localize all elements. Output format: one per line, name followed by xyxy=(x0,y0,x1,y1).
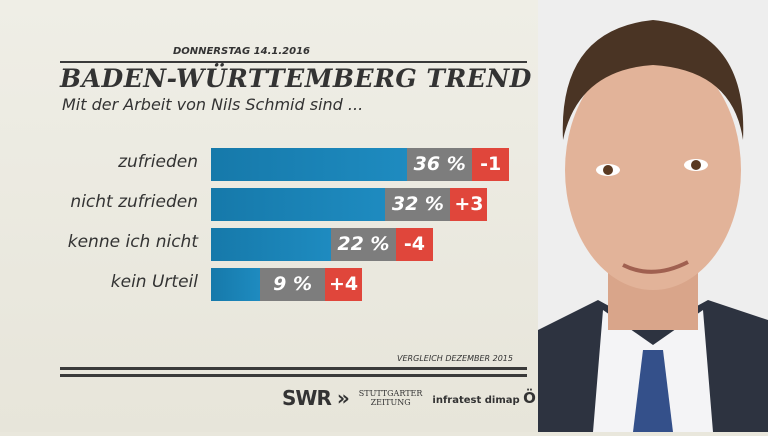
divider xyxy=(60,367,527,370)
logos: SWR » STUTTGARTER ZEITUNG infratest dimap… xyxy=(282,386,536,410)
category-label: kenne ich nicht xyxy=(67,232,198,252)
bar-row: kein Urteil 9 % +4 xyxy=(0,268,538,301)
bar xyxy=(211,228,331,261)
bar-row: kenne ich nicht 22 % -4 xyxy=(0,228,538,261)
infratest-dimap-logo: infratest dimap Ö xyxy=(432,389,536,407)
value-label: 36 % xyxy=(407,148,473,181)
bar xyxy=(211,148,408,181)
divider xyxy=(60,374,527,377)
change-label: -4 xyxy=(395,228,433,261)
chart-subtitle: Mit der Arbeit von Nils Schmid sind ... xyxy=(62,95,364,114)
category-label: kein Urteil xyxy=(110,272,198,292)
bar xyxy=(211,268,261,301)
value-label: 32 % xyxy=(385,188,451,221)
date: DONNERSTAG 14.1.2016 xyxy=(172,46,310,57)
value-label: 22 % xyxy=(330,228,396,261)
bar-row: nicht zufrieden 32 % +3 xyxy=(0,188,538,221)
change-label: +4 xyxy=(325,268,363,301)
value-label: 9 % xyxy=(260,268,326,301)
stuttgarter-zeitung-logo: STUTTGARTER ZEITUNG xyxy=(358,389,423,407)
bar-row: zufrieden 36 % -1 xyxy=(0,148,538,181)
divider xyxy=(60,61,527,63)
category-label: zufrieden xyxy=(118,152,198,172)
change-label: -1 xyxy=(472,148,510,181)
graphic-panel: DONNERSTAG 14.1.2016 BADEN-WÜRTTEMBERG T… xyxy=(0,0,538,432)
change-label: +3 xyxy=(450,188,488,221)
chart-title: BADEN-WÜRTTEMBERG TREND xyxy=(60,64,532,93)
comparison-note: VERGLEICH DEZEMBER 2015 xyxy=(397,354,513,363)
bar xyxy=(211,188,386,221)
category-label: nicht zufrieden xyxy=(70,192,198,212)
portrait-photo xyxy=(538,0,768,432)
swr-logo: SWR » xyxy=(282,386,350,410)
